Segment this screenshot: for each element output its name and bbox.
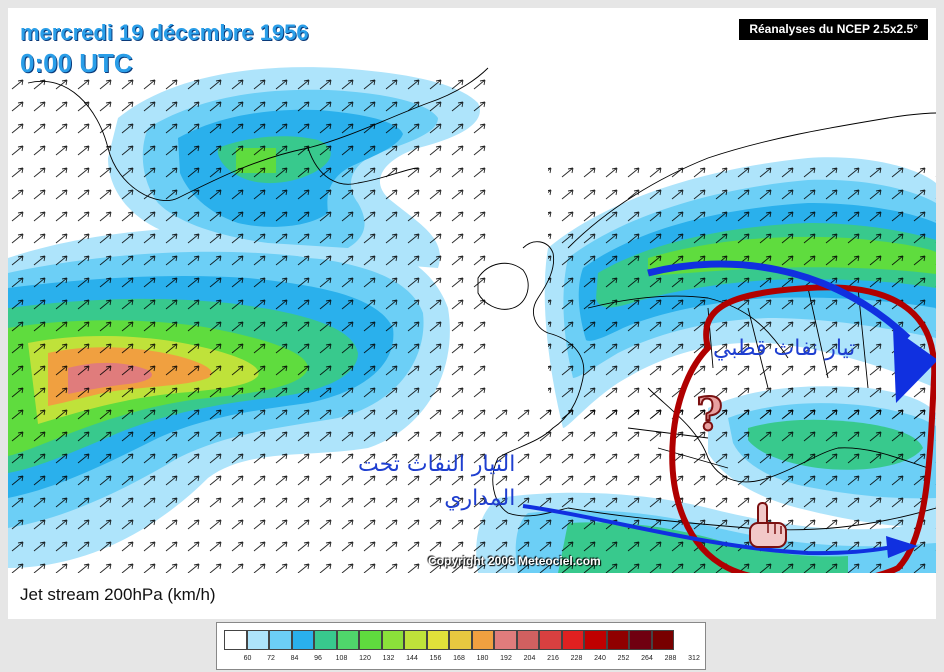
legend-swatch	[426, 630, 449, 650]
legend-swatch	[584, 630, 607, 650]
source-label: Réanalyses du NCEP 2.5x2.5°	[739, 19, 928, 40]
legend-swatch	[516, 630, 539, 650]
legend-swatch	[651, 630, 674, 650]
jet-stream-map: ? mercredi 19 décembre 1956 0:00 UTC Réa…	[8, 8, 936, 573]
legend-tick-label: 204	[523, 655, 536, 662]
legend-swatch	[359, 630, 382, 650]
legend-swatch	[606, 630, 629, 650]
legend-tick-label: 156	[429, 655, 442, 662]
legend-tick-label: 96	[314, 655, 322, 662]
caption-strip: Jet stream 200hPa (km/h)	[8, 573, 936, 619]
legend-swatch	[449, 630, 472, 650]
pointing-hand-icon	[749, 502, 787, 548]
copyright-label: Copyright 2006 Meteociel.com	[428, 554, 601, 568]
legend-swatch	[629, 630, 652, 650]
subtropical-jet-arrowhead	[886, 536, 918, 558]
subtropical-jet-label: التيار النفاث تحت المداري	[358, 448, 515, 516]
legend-tick-label: 108	[335, 655, 348, 662]
legend-swatches	[224, 630, 674, 650]
map-time-title: 0:00 UTC	[20, 48, 133, 78]
legend-tick-label: 216	[547, 655, 559, 662]
legend-tick-label: 60	[243, 655, 252, 662]
legend-tick-label: 168	[453, 655, 465, 662]
legend-tick-label: 84	[290, 655, 299, 662]
question-mark: ?	[696, 387, 723, 441]
legend-tick-label: 180	[476, 655, 489, 662]
legend-swatch	[471, 630, 494, 650]
legend-swatch	[246, 630, 269, 650]
legend-tick-label: 120	[359, 655, 371, 662]
legend-tick-label: 240	[594, 655, 606, 662]
legend-tick-label: 252	[617, 655, 630, 662]
map-date-title: mercredi 19 décembre 1956	[20, 20, 309, 45]
subtropical-jet-arrow	[522, 504, 899, 556]
legend-swatch	[314, 630, 337, 650]
polar-jet-arrowhead	[893, 328, 936, 403]
legend-swatch	[404, 630, 427, 650]
legend-swatch	[494, 630, 517, 650]
legend-swatch	[381, 630, 404, 650]
subtropical-jet-label-line2: المداري	[444, 486, 516, 511]
legend-tick-label: 228	[570, 655, 583, 662]
legend-swatch	[269, 630, 292, 650]
legend-swatch	[291, 630, 314, 650]
color-legend: 60 72 84 96 108 120 132 144 156 168 180 192 204 216 22…	[216, 622, 706, 670]
legend-swatch	[561, 630, 584, 650]
coastlines	[27, 67, 936, 531]
legend-tick-label: 132	[382, 655, 395, 662]
legend-tick-label: 288	[664, 655, 677, 662]
legend-swatch	[224, 630, 247, 650]
legend-tick-label: 264	[641, 655, 653, 662]
legend-swatch	[539, 630, 562, 650]
legend-tick-label: 192	[500, 655, 512, 662]
polar-jet-label: تيار نفاث قطبي	[713, 336, 856, 361]
map-caption: Jet stream 200hPa (km/h)	[20, 585, 216, 604]
subtropical-jet-label-line1: التيار النفاث تحت	[358, 452, 516, 477]
legend-tick-label: 144	[406, 655, 418, 662]
highlight-circle	[669, 284, 936, 573]
legend-swatch	[336, 630, 359, 650]
legend-ticks: 60 72 84 96 108 120 132 144 156 168 180 192 204 216 22…	[224, 655, 700, 667]
legend-tick-label: 72	[267, 655, 275, 662]
legend-tick-label: 312	[688, 655, 700, 662]
polar-jet-arrow	[647, 260, 911, 341]
